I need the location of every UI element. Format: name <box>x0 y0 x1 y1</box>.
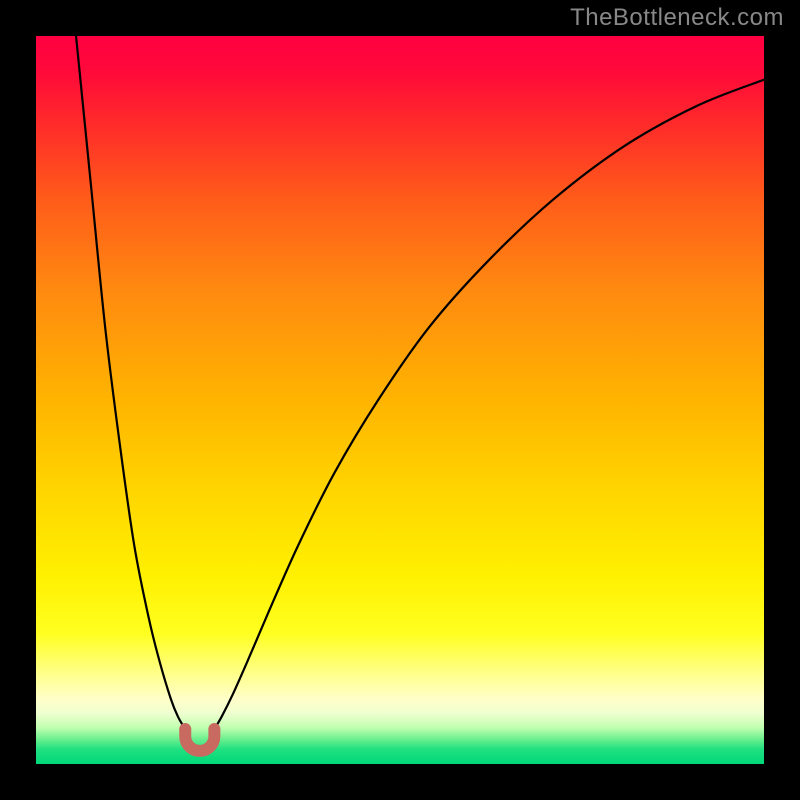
chart-background-gradient <box>36 36 764 764</box>
chart-container: TheBottleneck.com <box>0 0 800 800</box>
watermark-text: TheBottleneck.com <box>570 4 784 32</box>
chart-plot-area <box>36 36 764 764</box>
